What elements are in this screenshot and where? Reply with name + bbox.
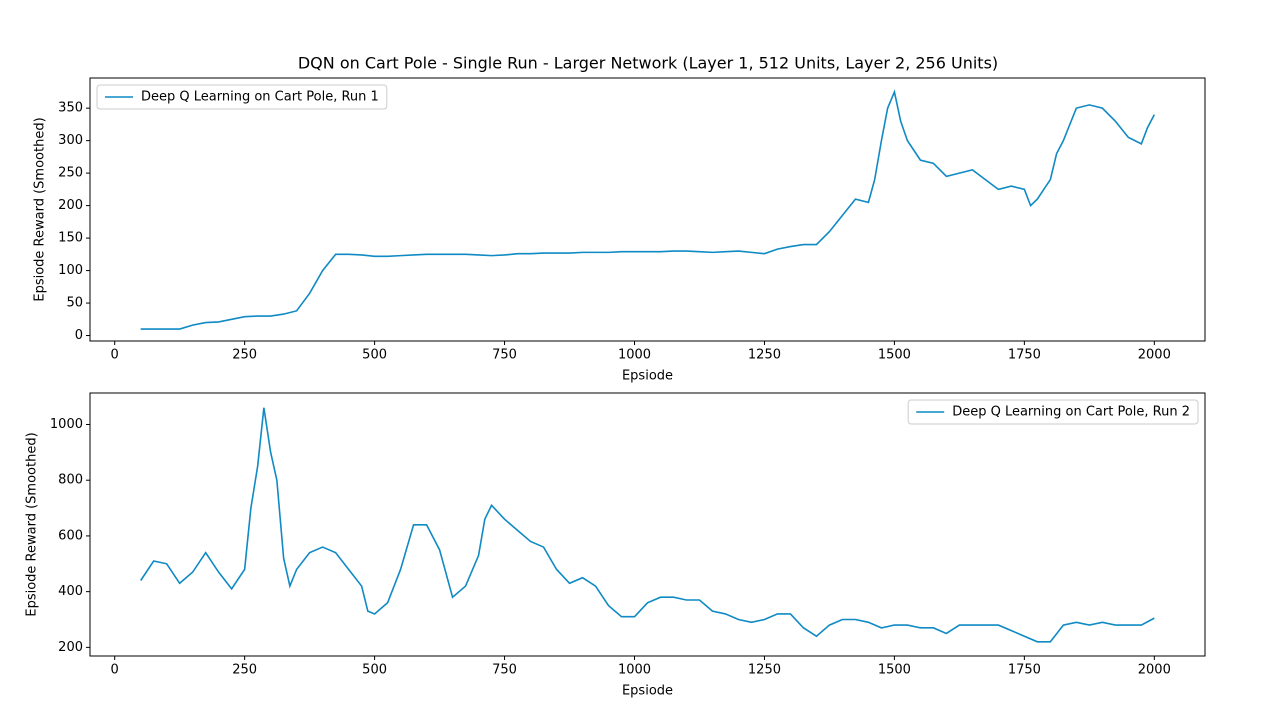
plot-frame	[89, 392, 1206, 657]
legend: Deep Q Learning on Cart Pole, Run 2	[907, 399, 1199, 425]
x-tick-label: 250	[232, 348, 257, 363]
plot-frame	[89, 77, 1206, 342]
x-axis-label: Epsiode	[622, 369, 673, 384]
y-tick-label: 300	[58, 133, 83, 148]
x-tick-label: 0	[111, 348, 119, 363]
y-tick-label: 150	[58, 231, 83, 246]
y-axis-label: Epsiode Reward (Smoothed)	[33, 117, 48, 301]
y-tick-label: 1000	[50, 417, 83, 432]
y-tick-label: 400	[58, 584, 83, 599]
x-tick-label: 500	[362, 348, 387, 363]
line-series	[140, 89, 1156, 330]
legend-label: Deep Q Learning on Cart Pole, Run 1	[141, 90, 379, 105]
line-series	[140, 407, 1155, 643]
x-tick-label: 2000	[1138, 663, 1171, 678]
x-tick-label: 1500	[878, 348, 911, 363]
chart-title: DQN on Cart Pole - Single Run - Larger N…	[298, 54, 998, 73]
x-tick-label: 2000	[1138, 348, 1171, 363]
legend-frame	[907, 399, 1199, 425]
y-tick-label: 100	[58, 263, 83, 278]
x-tick-label: 1250	[748, 348, 781, 363]
x-axis-label: Epsiode	[622, 684, 673, 699]
x-tick-label: 1000	[618, 348, 651, 363]
y-tick-label: 600	[58, 528, 83, 543]
y-axis-label: Epsiode Reward (Smoothed)	[25, 432, 40, 616]
y-tick-label: 50	[66, 296, 83, 311]
x-tick-label: 750	[492, 348, 517, 363]
y-tick-label: 200	[58, 640, 83, 655]
y-tick-label: 0	[75, 328, 83, 343]
y-tick-label: 350	[58, 101, 83, 116]
x-tick-label: 1000	[618, 663, 651, 678]
y-tick-label: 200	[58, 198, 83, 213]
y-tick-label: 250	[58, 166, 83, 181]
x-tick-label: 750	[492, 663, 517, 678]
y-tick-label: 800	[58, 473, 83, 488]
legend: Deep Q Learning on Cart Pole, Run 1	[96, 84, 388, 110]
legend-frame	[96, 84, 388, 110]
x-tick-label: 250	[232, 663, 257, 678]
x-tick-label: 1500	[878, 663, 911, 678]
x-tick-label: 1750	[1008, 663, 1041, 678]
x-tick-label: 0	[111, 663, 119, 678]
x-tick-label: 500	[362, 663, 387, 678]
x-tick-label: 1750	[1008, 348, 1041, 363]
x-tick-label: 1250	[748, 663, 781, 678]
legend-label: Deep Q Learning on Cart Pole, Run 2	[952, 405, 1190, 420]
